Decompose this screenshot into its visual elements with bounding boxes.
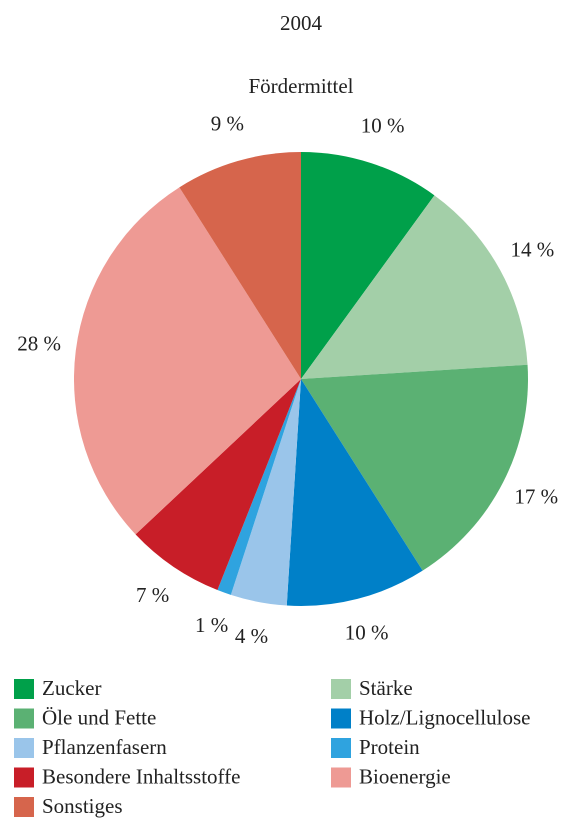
data-label: 1 % (195, 613, 228, 637)
data-label: 10 % (345, 621, 389, 645)
pie-slice (286, 379, 423, 606)
legend-label: Pflanzenfasern (42, 735, 167, 759)
legend-swatch (14, 738, 34, 758)
legend-label: Stärke (359, 676, 413, 700)
chart-title: 2004 (280, 11, 323, 35)
pie-slice (135, 379, 301, 591)
data-label: 4 % (235, 624, 268, 648)
legend-label: Besondere Inhaltsstoffe (42, 764, 240, 788)
legend-label: Zucker (42, 676, 101, 700)
data-label: 28 % (17, 332, 61, 356)
legend-label: Protein (359, 735, 420, 759)
pie-slice (301, 364, 528, 571)
legend-swatch (14, 767, 34, 788)
legend-swatch (331, 679, 351, 699)
data-label: 9 % (211, 111, 244, 135)
legend-label: Sonstiges (42, 794, 123, 818)
data-label: 10 % (361, 114, 405, 138)
pie-slice (179, 152, 301, 379)
legend-swatch (14, 679, 34, 699)
pie-slice (230, 379, 301, 606)
legend-swatch (331, 708, 351, 729)
pie-slice (301, 195, 528, 379)
legend-swatch (331, 767, 351, 788)
pie-slice (301, 152, 435, 379)
legend-label: Holz/Lignocellulose (359, 705, 530, 729)
legend-label: Öle und Fette (42, 705, 156, 729)
pie-slice (73, 187, 301, 535)
data-label: 14 % (510, 238, 554, 262)
legend-label: Bioenergie (359, 764, 451, 788)
legend-swatch (14, 797, 34, 817)
data-label: 17 % (514, 485, 558, 509)
legend-swatch (331, 738, 351, 758)
pie-slice (217, 379, 301, 595)
data-label: 7 % (136, 583, 169, 607)
chart-subtitle: Fördermittel (249, 74, 354, 98)
legend-swatch (14, 708, 34, 729)
